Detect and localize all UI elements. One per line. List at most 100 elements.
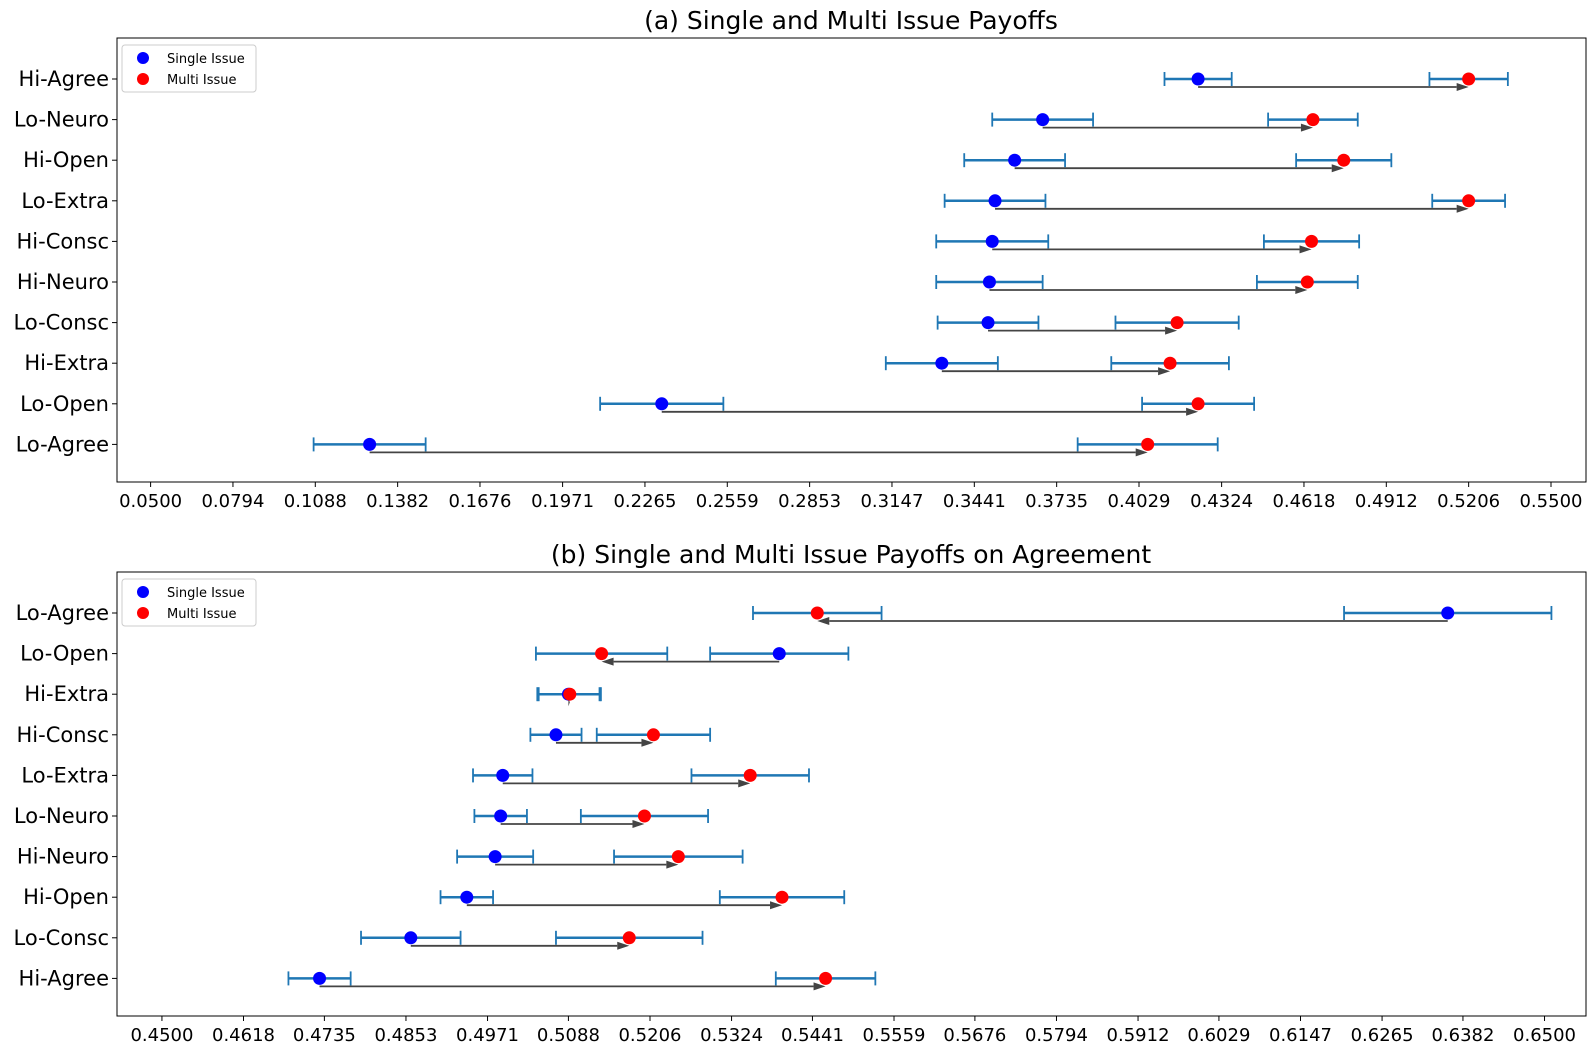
single-issue-point <box>935 356 949 370</box>
x-tick-label: 0.5088 <box>537 1025 600 1046</box>
y-category-label: Lo-Open <box>20 392 109 416</box>
change-arrow-head <box>1186 407 1199 416</box>
y-category-label: Hi-Consc <box>16 229 109 253</box>
change-arrow-head <box>1299 245 1312 254</box>
y-category-label: Lo-Agree <box>16 601 109 625</box>
multi-issue-point <box>775 890 789 904</box>
legend-multi-label: Multi Issue <box>167 607 237 622</box>
legend-b: Single Issue Multi Issue <box>121 578 257 627</box>
x-tick-label: 0.4735 <box>293 1025 356 1046</box>
chart-title-b: (b) Single and Multi Issue Payoffs on Ag… <box>551 540 1151 569</box>
legend-multi-label: Multi Issue <box>167 73 237 88</box>
x-tick-label: 0.4971 <box>456 1025 519 1046</box>
legend-box <box>121 578 257 627</box>
plot-frame-a <box>116 37 1587 483</box>
legend-box <box>121 44 257 93</box>
x-tick-label: 0.5206 <box>618 1025 681 1046</box>
single-issue-point <box>988 194 1002 208</box>
x-tick-label: 0.3147 <box>860 491 923 512</box>
x-tick-label: 0.5559 <box>863 1025 926 1046</box>
multi-issue-point <box>671 850 685 864</box>
single-issue-point <box>772 647 786 661</box>
x-tick-label: 0.6382 <box>1431 1025 1494 1046</box>
multi-issue-point <box>1305 234 1319 248</box>
multi-issue-point <box>1462 194 1476 208</box>
panel-b: (b) Single and Multi Issue Payoffs on Ag… <box>14 540 1587 1046</box>
single-issue-point <box>1036 113 1050 127</box>
legend-multi-marker <box>137 607 149 619</box>
x-tick-label: 0.4324 <box>1190 491 1253 512</box>
single-issue-point <box>982 275 996 289</box>
multi-issue-point <box>637 809 651 823</box>
x-tick-label: 0.1676 <box>448 491 511 512</box>
single-issue-point <box>363 437 377 451</box>
single-issue-point <box>985 234 999 248</box>
multi-issue-point <box>563 687 577 701</box>
multi-issue-point <box>1141 437 1155 451</box>
single-issue-point <box>404 931 418 945</box>
single-issue-point <box>488 850 502 864</box>
multi-issue-point <box>743 768 757 782</box>
multi-issue-point <box>1337 153 1351 167</box>
single-issue-point <box>460 890 474 904</box>
panel-a: (a) Single and Multi Issue Payoffs 0.050… <box>14 6 1587 512</box>
multi-issue-point <box>1300 275 1314 289</box>
single-issue-point <box>549 728 563 742</box>
legend-a: Single Issue Multi Issue <box>121 44 257 93</box>
multi-issue-point <box>819 971 833 985</box>
x-tick-label: 0.1971 <box>531 491 594 512</box>
legend-single-marker <box>137 52 149 64</box>
change-arrow-head <box>601 657 614 666</box>
change-arrow-head <box>1135 448 1148 457</box>
single-issue-point <box>1008 153 1022 167</box>
single-issue-point <box>1441 606 1455 620</box>
x-tick-label: 0.3441 <box>943 491 1006 512</box>
x-tick-label: 0.4618 <box>212 1025 275 1046</box>
x-tick-label: 0.4853 <box>374 1025 437 1046</box>
y-category-label: Lo-Consc <box>14 926 109 950</box>
x-tick-label: 0.5794 <box>1025 1025 1088 1046</box>
y-category-label: Hi-Extra <box>24 351 109 375</box>
x-tick-label: 0.5324 <box>700 1025 763 1046</box>
chart-marks-b: 0.4500 0.4618 0.4735 0.4853 0.4971 0.5088 0.52… <box>14 601 1576 1046</box>
y-category-label: Hi-Consc <box>16 723 109 747</box>
change-arrow-head <box>1295 286 1308 294</box>
multi-issue-point <box>810 606 824 620</box>
x-tick-label: 0.4618 <box>1272 491 1335 512</box>
y-category-label: Hi-Extra <box>24 682 109 706</box>
single-issue-point <box>494 809 508 823</box>
legend-single-label: Single Issue <box>167 52 245 67</box>
single-issue-point <box>655 397 669 411</box>
change-arrow-head <box>1165 326 1178 335</box>
y-category-label: Lo-Agree <box>16 432 109 456</box>
x-tick-label: 0.4912 <box>1355 491 1418 512</box>
legend-single-marker <box>137 586 149 598</box>
x-tick-label: 0.6500 <box>1513 1025 1576 1046</box>
x-tick-label: 0.4029 <box>1108 491 1171 512</box>
y-category-label: Lo-Neuro <box>14 804 109 828</box>
change-arrow-head <box>1300 123 1313 132</box>
change-arrow-head <box>666 860 679 869</box>
x-tick-label: 0.6029 <box>1187 1025 1250 1046</box>
y-category-label: Hi-Neuro <box>17 270 109 294</box>
multi-issue-point <box>595 647 609 661</box>
x-tick-label: 0.0500 <box>119 491 182 512</box>
x-tick-label: 0.2853 <box>778 491 841 512</box>
single-issue-point <box>1191 72 1205 86</box>
x-tick-label: 0.4500 <box>130 1025 193 1046</box>
change-arrow-head <box>1158 367 1171 376</box>
x-tick-label: 0.5912 <box>1107 1025 1170 1046</box>
y-category-label: Lo-Open <box>20 642 109 666</box>
plot-frame-b <box>116 571 1587 1017</box>
change-arrow-head <box>1331 164 1344 173</box>
y-category-label: Lo-Extra <box>21 763 109 787</box>
change-arrow-head <box>1456 204 1469 213</box>
change-arrow-head <box>817 617 830 625</box>
y-category-label: Hi-Agree <box>19 67 109 91</box>
legend-multi-marker <box>137 73 149 85</box>
change-arrow-head <box>641 738 654 747</box>
x-tick-label: 0.6265 <box>1351 1025 1414 1046</box>
x-tick-label: 0.5676 <box>943 1025 1006 1046</box>
chart-marks-a: 0.0500 0.0794 0.1088 0.1382 0.1676 0.1971 0.22… <box>14 67 1583 512</box>
y-category-label: Hi-Neuro <box>17 845 109 869</box>
